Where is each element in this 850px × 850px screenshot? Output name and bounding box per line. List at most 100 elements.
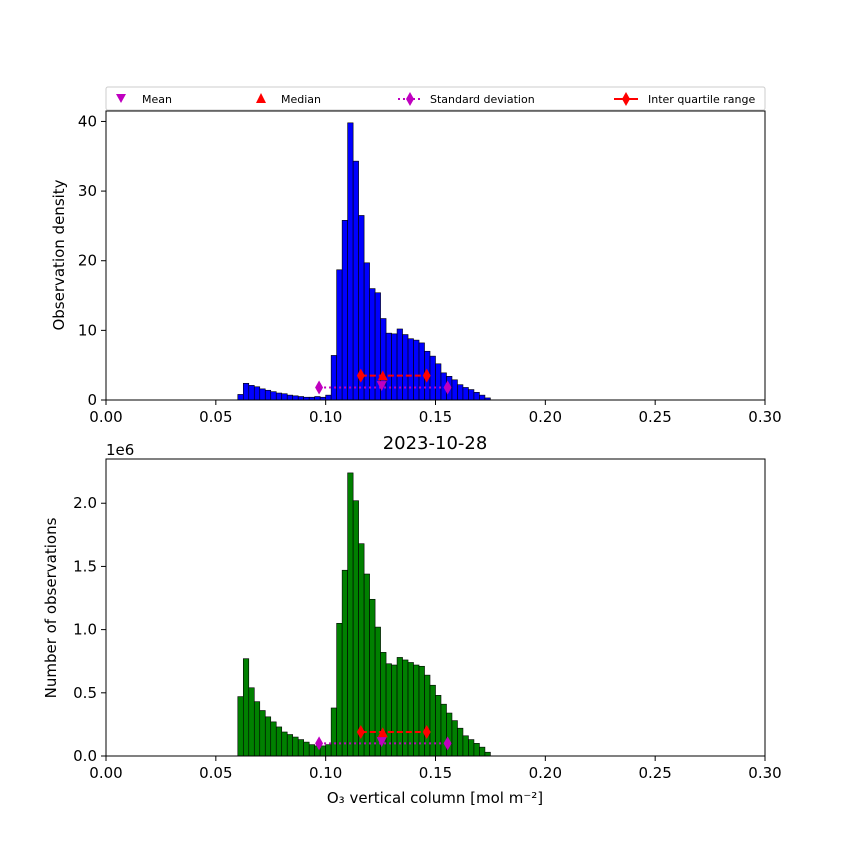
legend: Mean Median Standard deviation Inter qua… (105, 86, 766, 111)
bottom-y-axis-label: Number of observations (42, 517, 60, 698)
bottom-y-ticks: 0.0 0.5 1.0 1.5 2.0 (73, 494, 106, 765)
bottom-bar (352, 500, 359, 757)
top-bar (451, 379, 458, 401)
bottom-bar (363, 573, 370, 757)
bottom-bar (270, 721, 277, 757)
bottom-bar (440, 703, 447, 757)
bottom-bar (429, 684, 436, 757)
legend-iqr-marker (622, 92, 630, 106)
legend-iqr-label: Inter quartile range (648, 93, 755, 106)
bottom-x-axis-label: O₃ vertical column [mol m⁻²] (327, 789, 543, 807)
top-bar (479, 394, 486, 401)
top-bar (253, 386, 261, 401)
legend-entry-mean: Mean (116, 93, 172, 106)
bottom-y-tick-label: 2.0 (73, 494, 97, 512)
top-mean-marker (376, 381, 387, 392)
top-histogram-panel: 0.00 0.05 0.10 0.15 0.20 0.25 0.30 0 10 20 30 40 O… (50, 110, 782, 426)
bottom-std-marker (315, 736, 324, 751)
top-bar (341, 220, 348, 401)
bottom-bar (402, 659, 409, 757)
bottom-bar (237, 696, 244, 757)
bottom-bar (341, 569, 348, 757)
legend-entry-iqr: Inter quartile range (614, 92, 755, 106)
bottom-bar (286, 734, 294, 757)
bottom-bar (358, 543, 365, 757)
bottom-bar (457, 727, 464, 757)
top-bar (259, 388, 266, 401)
top-bar (336, 269, 343, 401)
bottom-x-tick-label: 0.30 (748, 764, 781, 782)
top-y-ticks: 0 10 20 30 40 (78, 112, 106, 409)
top-bar (325, 394, 332, 401)
bottom-y-tick-label: 1.5 (73, 557, 97, 575)
bottom-x-ticks: 0.00 0.05 0.10 0.15 0.20 0.25 0.30 (89, 756, 782, 782)
bottom-x-tick-label: 0.10 (309, 764, 342, 782)
bottom-bar (462, 735, 469, 757)
bottom-x-tick-label: 0.05 (199, 764, 232, 782)
top-y-axis-label: Observation density (50, 179, 68, 330)
top-bar (264, 389, 272, 401)
top-plot-area (106, 111, 765, 400)
bottom-bar (325, 744, 332, 757)
bottom-bar (264, 716, 272, 757)
bottom-x-tick-label: 0.00 (89, 764, 122, 782)
top-x-tick-label: 0.30 (748, 408, 781, 426)
bottom-bar (248, 687, 255, 757)
top-x-tick-label: 0.25 (638, 408, 671, 426)
bottom-iqr-marker (356, 724, 365, 739)
top-bar (352, 160, 359, 401)
top-y-tick-label: 10 (78, 321, 97, 339)
bottom-bar (253, 701, 261, 757)
top-y-tick-label: 0 (87, 391, 97, 409)
top-bar (270, 391, 277, 401)
top-bar (407, 338, 414, 401)
top-stat-markers (315, 368, 452, 395)
top-bar (242, 382, 250, 401)
legend-frame (105, 86, 766, 111)
top-x-tick-label: 0.00 (89, 408, 122, 426)
legend-mean-label: Mean (142, 93, 172, 106)
top-bar (385, 332, 392, 401)
bottom-bar (275, 726, 283, 757)
bottom-bar (292, 736, 299, 757)
top-bar (429, 355, 436, 401)
top-y-tick-label: 30 (78, 182, 97, 200)
top-std-marker (443, 380, 452, 395)
top-bar (281, 393, 288, 401)
bottom-bar (413, 664, 420, 757)
bottom-iqr-marker (422, 724, 431, 739)
legend-std-marker (406, 92, 414, 106)
top-bar (286, 394, 294, 401)
legend-std-label: Standard deviation (430, 93, 535, 106)
top-bar (468, 389, 475, 401)
bottom-bar (435, 695, 442, 757)
top-y-tick-label: 20 (78, 252, 97, 270)
top-x-ticks: 0.00 0.05 0.10 0.15 0.20 0.25 0.30 (89, 400, 782, 426)
bottom-bar (319, 745, 326, 757)
bottom-stat-markers (315, 724, 452, 751)
bottom-bar (281, 731, 288, 757)
top-bar (275, 392, 283, 401)
bottom-bar (468, 739, 475, 757)
top-bar (297, 396, 305, 401)
bottom-bar (330, 707, 337, 757)
top-bar (462, 387, 469, 401)
top-bars-group (237, 122, 491, 401)
bottom-bar (308, 744, 315, 757)
legend-entry-std: Standard deviation (398, 92, 535, 106)
bottom-bar (473, 743, 480, 757)
top-bar (363, 262, 370, 401)
top-bar (391, 333, 398, 401)
top-x-tick-label: 0.20 (529, 408, 562, 426)
top-bar (314, 396, 321, 401)
legend-entry-median: Median (256, 93, 321, 106)
bottom-x-tick-label: 0.15 (419, 764, 452, 782)
bottom-bar (396, 657, 403, 757)
top-bar (292, 395, 299, 401)
top-bar (248, 385, 255, 401)
bottom-std-marker (443, 736, 452, 751)
top-bar (347, 122, 354, 401)
top-bar (237, 394, 244, 401)
top-bar (402, 334, 409, 401)
